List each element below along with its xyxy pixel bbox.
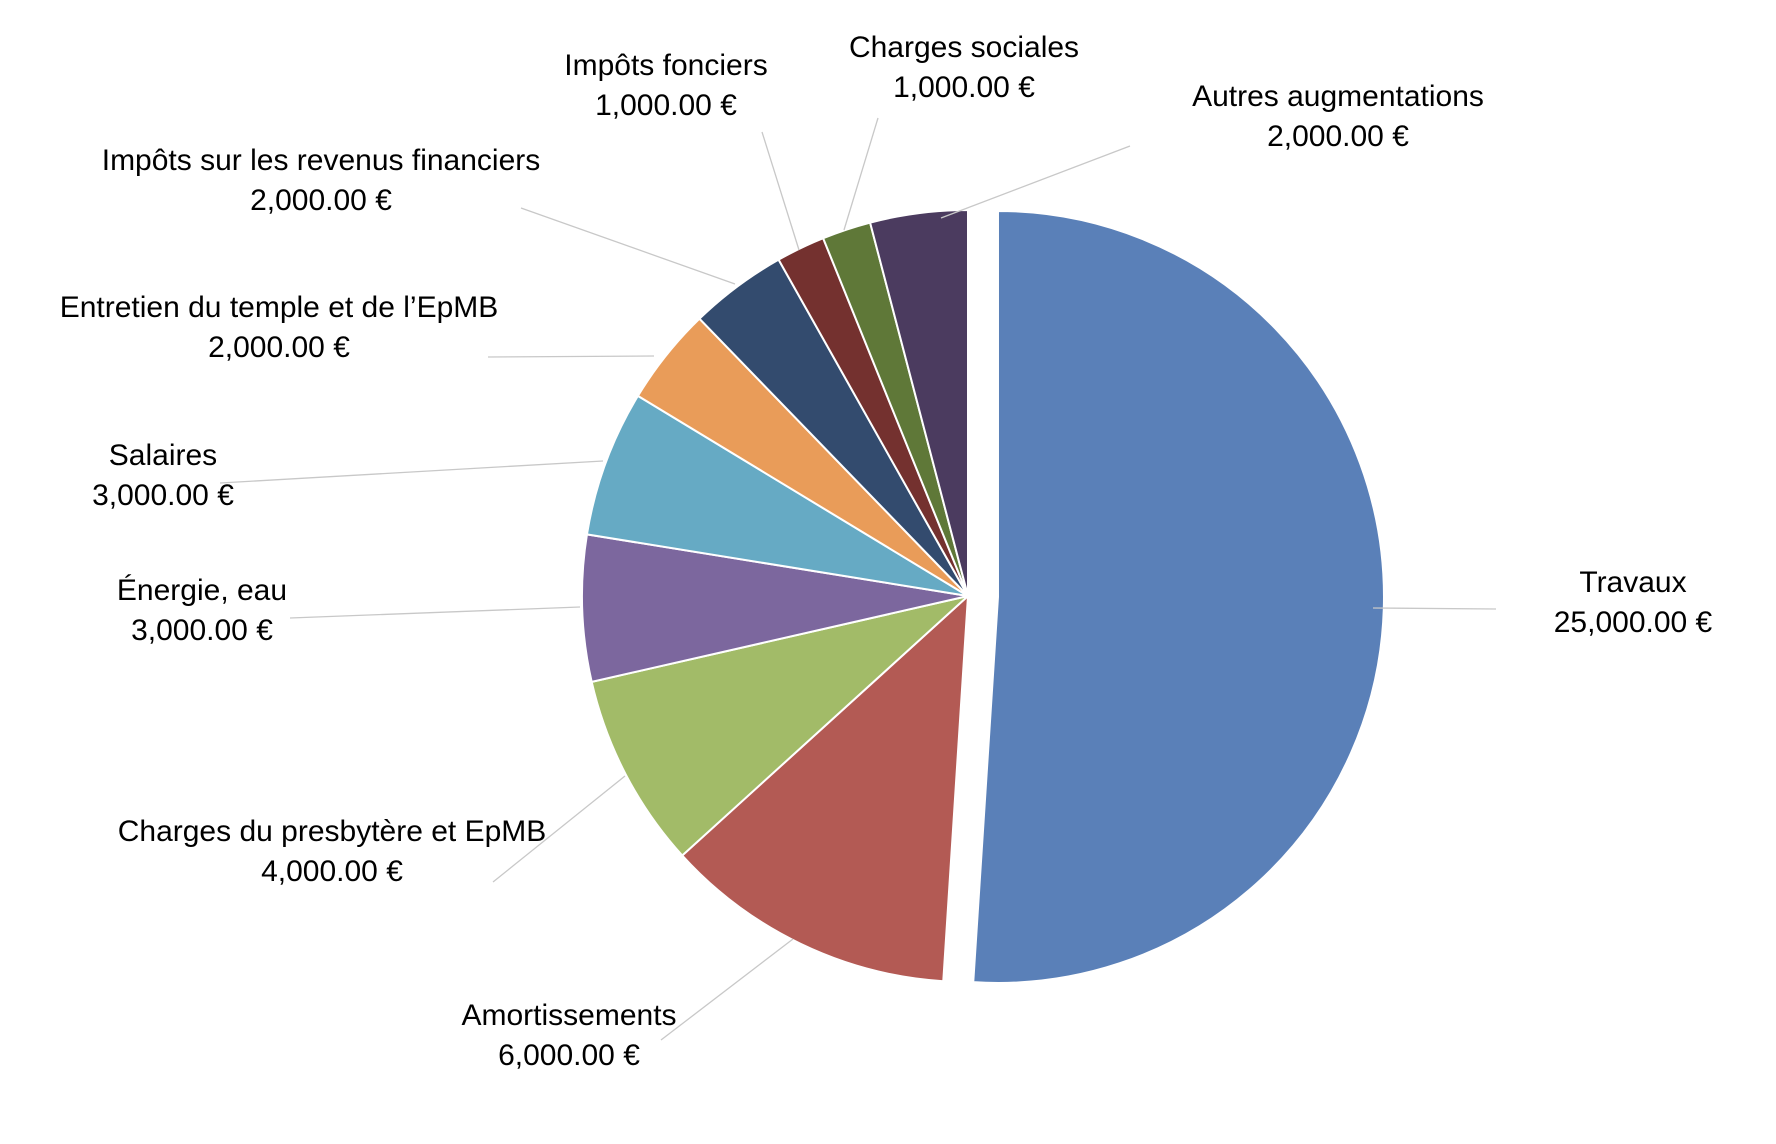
- slice-value-label: 1,000.00 €: [893, 71, 1035, 104]
- slice-name-label: Autres augmentations: [1192, 80, 1484, 113]
- leader-line-entretien-du-temple-et-de-l-epmb: [487, 355, 655, 358]
- slice-name-label: Impôts fonciers: [564, 49, 767, 82]
- leader-line-salaires: [219, 460, 604, 484]
- pie-slice-energie-eau: [581, 533, 969, 684]
- pie-slice-amortissements: [680, 593, 970, 983]
- pie-slice-autres-augmentations: [868, 208, 969, 597]
- slice-name-label: Entretien du temple et de l’EpMB: [60, 291, 499, 324]
- slice-name-label: Impôts sur les revenus financiers: [102, 144, 541, 177]
- slice-value-label: 2,000.00 €: [250, 184, 392, 217]
- slice-name-label: Charges du presbytère et EpMB: [118, 815, 547, 848]
- slice-value-label: 2,000.00 €: [1267, 120, 1409, 153]
- slice-value-label: 2,000.00 €: [208, 331, 350, 364]
- leader-line-energie-eau: [289, 606, 581, 619]
- leader-line-amortissements: [660, 938, 794, 1041]
- leader-line-charges-sociales: [843, 117, 879, 231]
- leader-line-impots-sur-les-revenus-financiers: [520, 207, 736, 285]
- slice-value-label: 1,000.00 €: [595, 89, 737, 122]
- slice-value-label: 4,000.00 €: [261, 855, 403, 888]
- slice-value-label: 25,000.00 €: [1554, 606, 1713, 639]
- slice-name-label: Amortissements: [461, 999, 676, 1032]
- pie-slices: [581, 208, 1385, 984]
- pie-slice-travaux: [972, 209, 1385, 984]
- slice-value-label: 6,000.00 €: [498, 1039, 640, 1072]
- slice-name-label: Salaires: [109, 439, 217, 472]
- pie-slice-salaires: [585, 394, 969, 597]
- leader-line-charges-du-presbytere-et-epmb: [492, 775, 626, 883]
- leader-line-autres-augmentations: [940, 145, 1131, 219]
- slice-name-label: Énergie, eau: [117, 574, 287, 607]
- leader-line-travaux: [1372, 607, 1497, 610]
- leader-lines: [219, 117, 1497, 1041]
- slice-value-label: 3,000.00 €: [92, 479, 234, 512]
- leader-line-impots-fonciers: [761, 131, 800, 251]
- slice-name-label: Charges sociales: [849, 31, 1079, 64]
- slice-labels: Travaux 25,000.00 € Amortissements 6,000.00…: [60, 31, 1713, 1072]
- slice-value-label: 3,000.00 €: [131, 614, 273, 647]
- slice-name-label: Travaux: [1579, 566, 1686, 599]
